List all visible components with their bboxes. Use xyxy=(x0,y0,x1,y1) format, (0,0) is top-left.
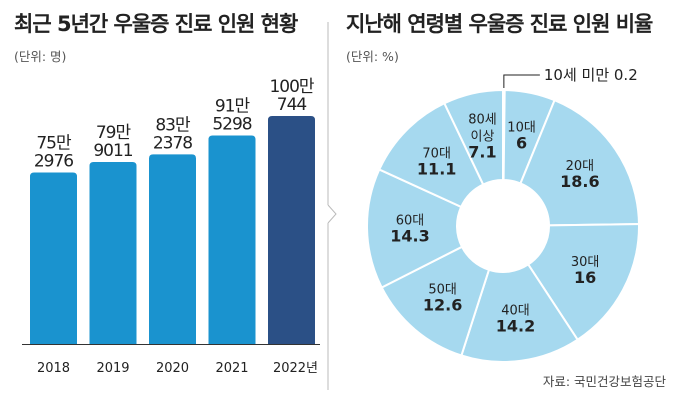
bar-category-label: 2020 xyxy=(156,361,189,376)
bar-chart-title: 최근 5년간 우울증 진료 인원 현황 xyxy=(14,12,298,36)
bar-data-label: 75만 xyxy=(36,133,72,153)
donut-slice-label: 20대 xyxy=(566,159,595,174)
bar-2019 xyxy=(89,161,137,344)
donut-slice-value: 7.1 xyxy=(468,142,496,161)
donut-slice-label: 50대 xyxy=(428,282,457,297)
bar-data-label: 100만 xyxy=(269,77,314,97)
bar-data-label: 5298 xyxy=(212,114,251,134)
bar-2022 xyxy=(268,116,315,344)
donut-slice-label: 이상 xyxy=(470,129,494,144)
divider-chevron xyxy=(327,204,337,224)
bar-category-label: 2021 xyxy=(215,361,248,376)
bar-category-label: 2022년 xyxy=(273,361,318,376)
donut-slice xyxy=(519,98,641,227)
donut-chart-title: 지난해 연령별 우울증 진료 인원 비율 xyxy=(346,12,653,36)
donut-slice-value: 6 xyxy=(516,133,527,152)
donut-slice-label: 60대 xyxy=(396,213,425,228)
source-note: 자료: 국민건강보험공단 xyxy=(542,374,666,389)
donut-slice-value: 16 xyxy=(574,268,596,287)
bar-data-label: 744 xyxy=(277,95,307,115)
bar-chart-unit: (단위: 명) xyxy=(14,49,67,64)
bar-category-label: 2018 xyxy=(37,361,70,376)
bar-data-label: 91만 xyxy=(215,96,251,116)
bar-data-label: 83만 xyxy=(155,115,191,135)
donut-slice-value: 14.3 xyxy=(390,226,429,245)
bar-category-label: 2019 xyxy=(96,361,129,376)
donut-slice xyxy=(443,88,504,186)
donut-slice-label: 30대 xyxy=(571,255,600,270)
bar-2020 xyxy=(149,154,196,344)
leader-line xyxy=(503,74,540,89)
donut-slice-value: 12.6 xyxy=(423,295,462,314)
bar-2021 xyxy=(208,135,256,344)
bar-data-label: 2976 xyxy=(34,151,73,171)
donut-slice xyxy=(526,223,640,342)
donut-slice-value: 14.2 xyxy=(496,317,535,336)
bar-2018 xyxy=(30,172,77,344)
panel-divider xyxy=(327,22,337,390)
donut-slice-label: 40대 xyxy=(501,304,530,319)
donut-slice-label: 10세 미만 0.2 xyxy=(544,66,638,84)
donut-slice-value: 11.1 xyxy=(417,159,456,178)
donut-slice-label: 10대 xyxy=(507,120,536,135)
bar-data-label: 2378 xyxy=(153,133,192,153)
bar-data-label: 79만 xyxy=(96,123,132,143)
donut-slice-label: 80세 xyxy=(468,112,497,127)
donut-slice xyxy=(366,168,464,289)
donut-slice-value: 18.6 xyxy=(560,172,599,191)
bar-data-label: 9011 xyxy=(93,141,132,161)
donut-slice-label: 70대 xyxy=(422,146,451,161)
donut-slice xyxy=(460,263,579,363)
donut-chart-unit: (단위: %) xyxy=(346,49,399,64)
